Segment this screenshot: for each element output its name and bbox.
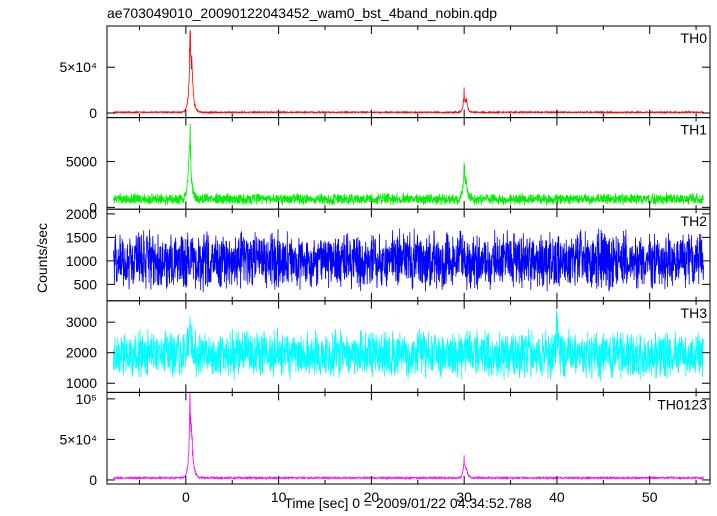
panel-label: TH1 (681, 122, 708, 138)
x-tick-label: 20 (364, 489, 380, 505)
y-tick-label: 0 (89, 105, 97, 121)
y-tick-label: 1000 (66, 253, 97, 269)
series-line-th0 (113, 30, 704, 115)
y-tick-label: 2000 (66, 345, 97, 361)
panel-label: TH0123 (657, 396, 707, 412)
y-tick-label: 2000 (66, 206, 97, 222)
panels-group: TH005×10⁴TH105000TH2500100015002000TH310… (59, 25, 711, 505)
panel-th0123: TH0123 0 5×10⁴ 10⁵ (59, 391, 711, 488)
panel-th1: TH1 0 5000 (66, 117, 711, 215)
panel-th0: TH0 0 5×10⁴ (59, 25, 711, 121)
series-line-th0123 (113, 392, 704, 481)
chart-title: ae703049010_20090122043452_wam0_bst_4ban… (107, 5, 497, 21)
x-tick-label: 40 (549, 489, 565, 505)
y-tick-label: 1500 (66, 229, 97, 245)
x-tick-label: 10 (271, 489, 287, 505)
panel-label: TH0 (681, 30, 708, 46)
y-tick-label: 3000 (66, 314, 97, 330)
y-tick-label: 10⁵ (76, 391, 97, 407)
panel-label: TH3 (681, 305, 708, 321)
series-line-th1 (113, 123, 704, 206)
y-tick-label: 500 (74, 276, 98, 292)
x-tick-label: 0 (182, 489, 190, 505)
y-tick-label: 0 (89, 472, 97, 488)
series-line-th3 (113, 310, 704, 382)
series-line-th2 (113, 228, 704, 293)
y-tick-label: 5000 (66, 154, 97, 170)
panel-th3: TH3 1000 2000 3000 (66, 300, 711, 393)
y-tick-label: 5×10⁴ (59, 431, 97, 447)
panel-frame (106, 25, 711, 119)
y-axis-label: Counts/sec (34, 223, 50, 293)
panel-th2: TH2 500 1000 1500 2000 (66, 206, 711, 302)
y-tick-label: 5×10⁴ (59, 59, 97, 75)
x-tick-label: 30 (456, 489, 472, 505)
panel-frame (106, 391, 711, 485)
x-tick-label: 50 (642, 489, 658, 505)
panel-label: TH2 (681, 213, 708, 229)
y-tick-label: 1000 (66, 375, 97, 391)
x-axis-label: Time [sec] 0 = 2009/01/22 04:34:52.788 (284, 495, 532, 511)
y-tick-label: 0 (89, 199, 97, 215)
